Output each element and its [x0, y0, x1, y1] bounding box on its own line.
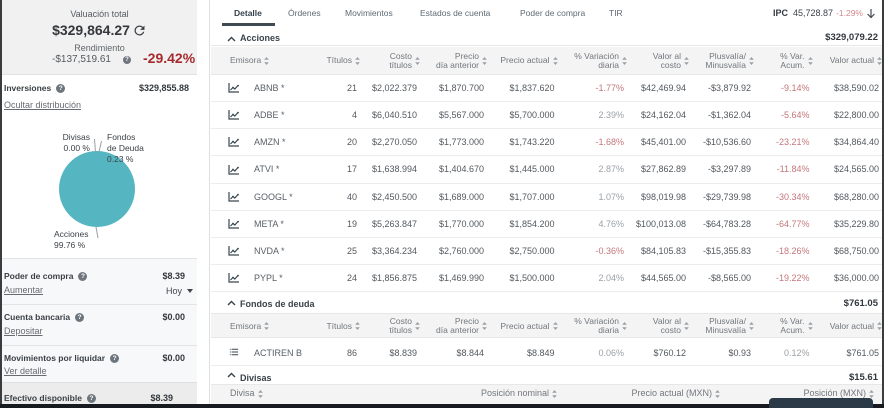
svg-text:0.23 %: 0.23 % — [107, 154, 134, 164]
svg-text:0.00 %: 0.00 % — [64, 143, 91, 153]
svg-text:Divisas: Divisas — [63, 132, 90, 142]
svg-text:99.76 %: 99.76 % — [54, 240, 86, 250]
svg-text:Fondos: Fondos — [107, 132, 135, 142]
svg-text:de Deuda: de Deuda — [107, 143, 144, 153]
svg-text:Acciones: Acciones — [54, 229, 89, 239]
